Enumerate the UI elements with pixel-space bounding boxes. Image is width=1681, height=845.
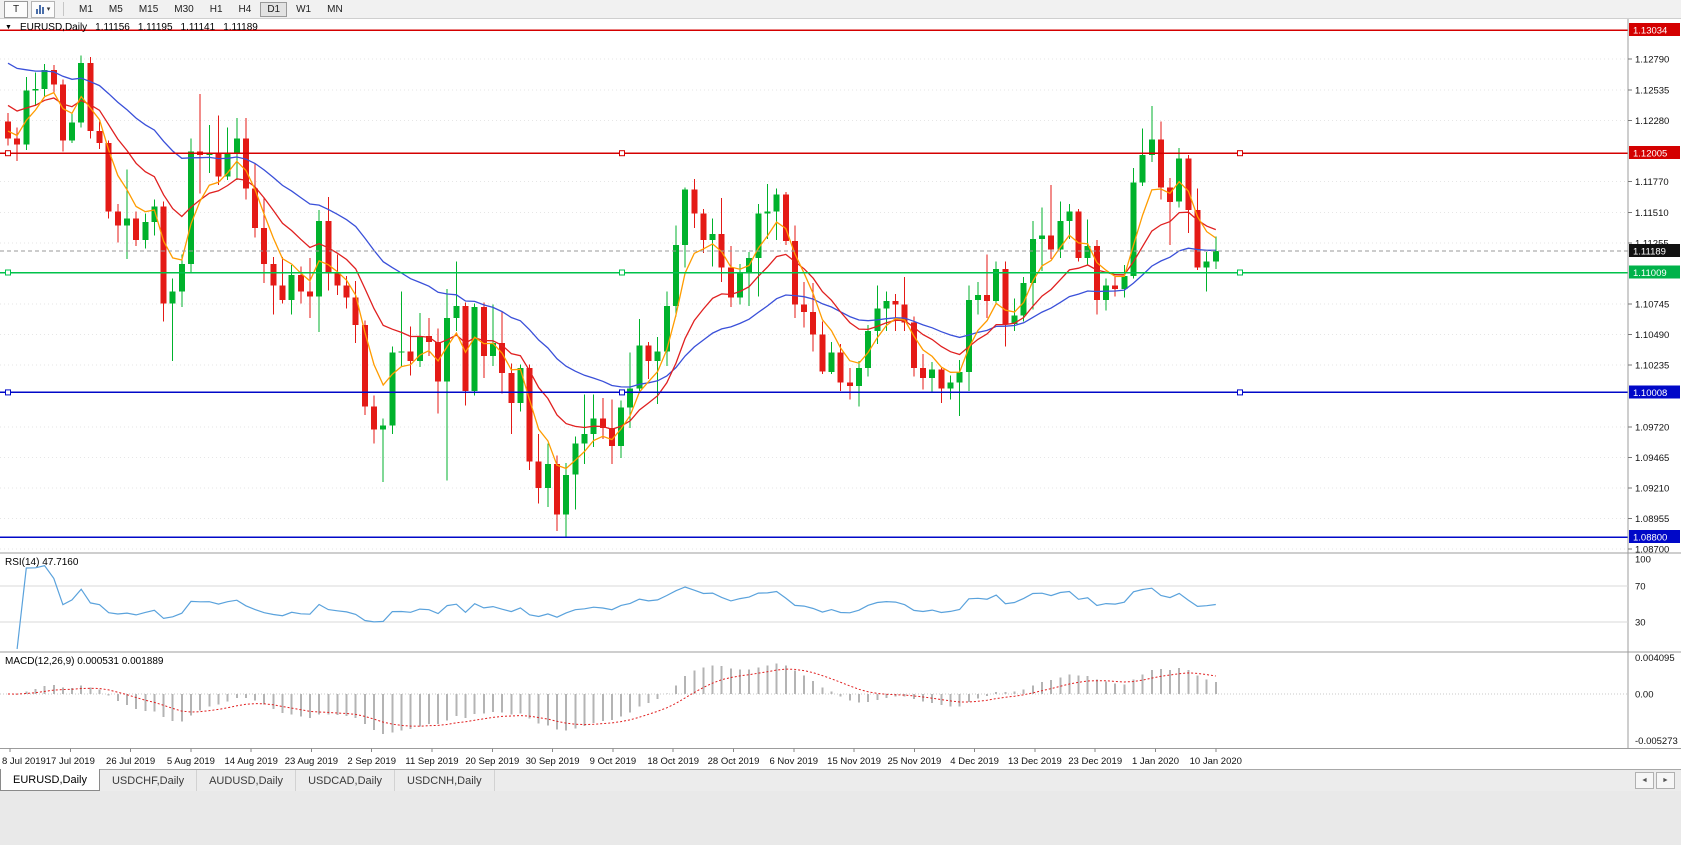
tab-scroll-right-button[interactable]: ► (1656, 772, 1675, 789)
toolbar-separator (63, 2, 64, 16)
low-value: 1.11141 (180, 22, 216, 33)
timeframe-button-h1[interactable]: H1 (209, 3, 223, 15)
grid-layer (0, 58, 1628, 550)
svg-text:1.10745: 1.10745 (1635, 300, 1669, 311)
chart-window: 1.127901.125351.122801.117701.115101.112… (0, 19, 1681, 769)
svg-text:1.09210: 1.09210 (1635, 483, 1669, 494)
svg-text:5 Aug 2019: 5 Aug 2019 (167, 756, 215, 767)
timeframe-button-d1[interactable]: D1 (260, 1, 288, 17)
svg-text:1.08955: 1.08955 (1635, 514, 1669, 525)
top-toolbar: T ▾ M1 M5 M15 M30 H1 H4 D1 W1 MN (0, 0, 1681, 19)
svg-text:10 Jan 2020: 10 Jan 2020 (1190, 756, 1242, 767)
chart-tabs-bar: EURUSD,Daily USDCHF,Daily AUDUSD,Daily USDC… (0, 769, 1681, 791)
svg-text:30 Sep 2019: 30 Sep 2019 (526, 756, 580, 767)
svg-text:1.08700: 1.08700 (1635, 545, 1669, 556)
macd-indicator-label: MACD(12,26,9) 0.000531 0.001889 (5, 656, 164, 667)
tab-scroll-buttons: ◄ ► (1635, 770, 1681, 791)
svg-text:15 Nov 2019: 15 Nov 2019 (827, 756, 881, 767)
date-axis: 8 Jul 2019 17 Jul 2019 26 Jul 2019 5 Aug 20… (2, 748, 1242, 767)
symbol-timeframe-label: EURUSD,Daily (19, 22, 88, 33)
svg-text:6 Nov 2019: 6 Nov 2019 (770, 756, 819, 767)
svg-text:23 Dec 2019: 23 Dec 2019 (1068, 756, 1122, 767)
chart-type-dropdown-button[interactable]: ▾ (31, 0, 55, 18)
svg-text:2 Sep 2019: 2 Sep 2019 (347, 756, 396, 767)
tool-button-t[interactable]: T (4, 0, 28, 18)
svg-text:20 Sep 2019: 20 Sep 2019 (465, 756, 519, 767)
candles-layer (5, 55, 1219, 539)
svg-text:1.10235: 1.10235 (1635, 361, 1669, 372)
svg-text:26 Jul 2019: 26 Jul 2019 (106, 756, 155, 767)
svg-text:25 Nov 2019: 25 Nov 2019 (887, 756, 941, 767)
window-background (0, 791, 1681, 845)
svg-text:23 Aug 2019: 23 Aug 2019 (285, 756, 338, 767)
svg-text:1.12005: 1.12005 (1633, 149, 1667, 160)
timeframe-button-group: M1 M5 M15 M30 H1 H4 D1 W1 MN (72, 1, 350, 17)
svg-text:1 Jan 2020: 1 Jan 2020 (1132, 756, 1179, 767)
svg-text:1.11009: 1.11009 (1633, 268, 1667, 279)
svg-text:1.11510: 1.11510 (1635, 208, 1669, 219)
chart-tab-list: EURUSD,Daily USDCHF,Daily AUDUSD,Daily USDC… (0, 769, 495, 791)
macd-layer: 0.004095 0.00 -0.005273 (0, 653, 1678, 747)
svg-text:1.10490: 1.10490 (1635, 330, 1669, 341)
svg-text:1.09720: 1.09720 (1635, 422, 1669, 433)
svg-text:1.10008: 1.10008 (1633, 388, 1667, 399)
timeframe-button-h4[interactable]: H4 (238, 3, 252, 15)
chart-tab-usdcad[interactable]: USDCAD,Daily (296, 770, 396, 791)
svg-text:18 Oct 2019: 18 Oct 2019 (647, 756, 699, 767)
chart-tab-usdcnh[interactable]: USDCNH,Daily (395, 770, 495, 791)
svg-text:1.11770: 1.11770 (1635, 177, 1669, 188)
chart-canvas[interactable]: 1.127901.125351.122801.117701.115101.112… (0, 19, 1681, 769)
svg-text:17 Jul 2019: 17 Jul 2019 (46, 756, 95, 767)
svg-text:30: 30 (1635, 618, 1646, 629)
chart-tab-audusd[interactable]: AUDUSD,Daily (197, 770, 297, 791)
timeframe-button-mn[interactable]: MN (327, 3, 343, 15)
svg-text:0.004095: 0.004095 (1635, 653, 1675, 664)
high-value: 1.11195 (137, 22, 173, 33)
chart-info: ▼ EURUSD,Daily 1.11156 1.11195 1.11141 1… (5, 22, 258, 33)
moving-average-lines (7, 62, 1217, 470)
svg-text:11 Sep 2019: 11 Sep 2019 (405, 756, 458, 767)
timeframe-button-m15[interactable]: M15 (138, 3, 159, 15)
svg-text:14 Aug 2019: 14 Aug 2019 (225, 756, 278, 767)
svg-text:1.12790: 1.12790 (1635, 55, 1669, 66)
svg-text:1.08800: 1.08800 (1633, 533, 1667, 544)
svg-text:100: 100 (1635, 555, 1651, 566)
timeframe-button-m5[interactable]: M5 (108, 3, 123, 15)
rsi-indicator-label: RSI(14) 47.7160 (5, 557, 79, 568)
svg-text:1.12535: 1.12535 (1635, 85, 1669, 96)
timeframe-button-w1[interactable]: W1 (296, 3, 312, 15)
svg-text:13 Dec 2019: 13 Dec 2019 (1008, 756, 1062, 767)
symbol-marker-icon: ▼ (5, 24, 12, 31)
svg-text:1.11189: 1.11189 (1633, 246, 1666, 257)
timeframe-button-m30[interactable]: M30 (174, 3, 194, 15)
svg-text:0.00: 0.00 (1635, 690, 1654, 701)
pane-separators (0, 19, 1681, 749)
timeframe-button-m1[interactable]: M1 (79, 3, 93, 15)
chart-bars-icon (35, 4, 45, 14)
svg-text:1.13034: 1.13034 (1633, 26, 1667, 37)
svg-text:1.12280: 1.12280 (1635, 116, 1669, 127)
svg-text:8 Jul 2019: 8 Jul 2019 (2, 756, 46, 767)
close-value: 1.11189 (223, 22, 258, 33)
svg-text:28 Oct 2019: 28 Oct 2019 (708, 756, 760, 767)
svg-text:1.09465: 1.09465 (1635, 453, 1669, 464)
svg-text:-0.005273: -0.005273 (1635, 736, 1678, 747)
svg-text:4 Dec 2019: 4 Dec 2019 (950, 756, 999, 767)
svg-text:9 Oct 2019: 9 Oct 2019 (590, 756, 636, 767)
chart-tab-usdchf[interactable]: USDCHF,Daily (100, 770, 198, 791)
open-value: 1.11156 (95, 22, 130, 33)
svg-text:70: 70 (1635, 582, 1646, 593)
dropdown-caret-icon: ▾ (46, 5, 51, 13)
chart-tab-eurusd[interactable]: EURUSD,Daily (0, 769, 100, 791)
price-axis: 1.127901.125351.122801.117701.115101.112… (1628, 23, 1680, 556)
tab-scroll-left-button[interactable]: ◄ (1635, 772, 1654, 789)
rsi-layer: 100 70 30 (0, 555, 1651, 650)
horizontal-level-lines[interactable] (0, 29, 1628, 538)
